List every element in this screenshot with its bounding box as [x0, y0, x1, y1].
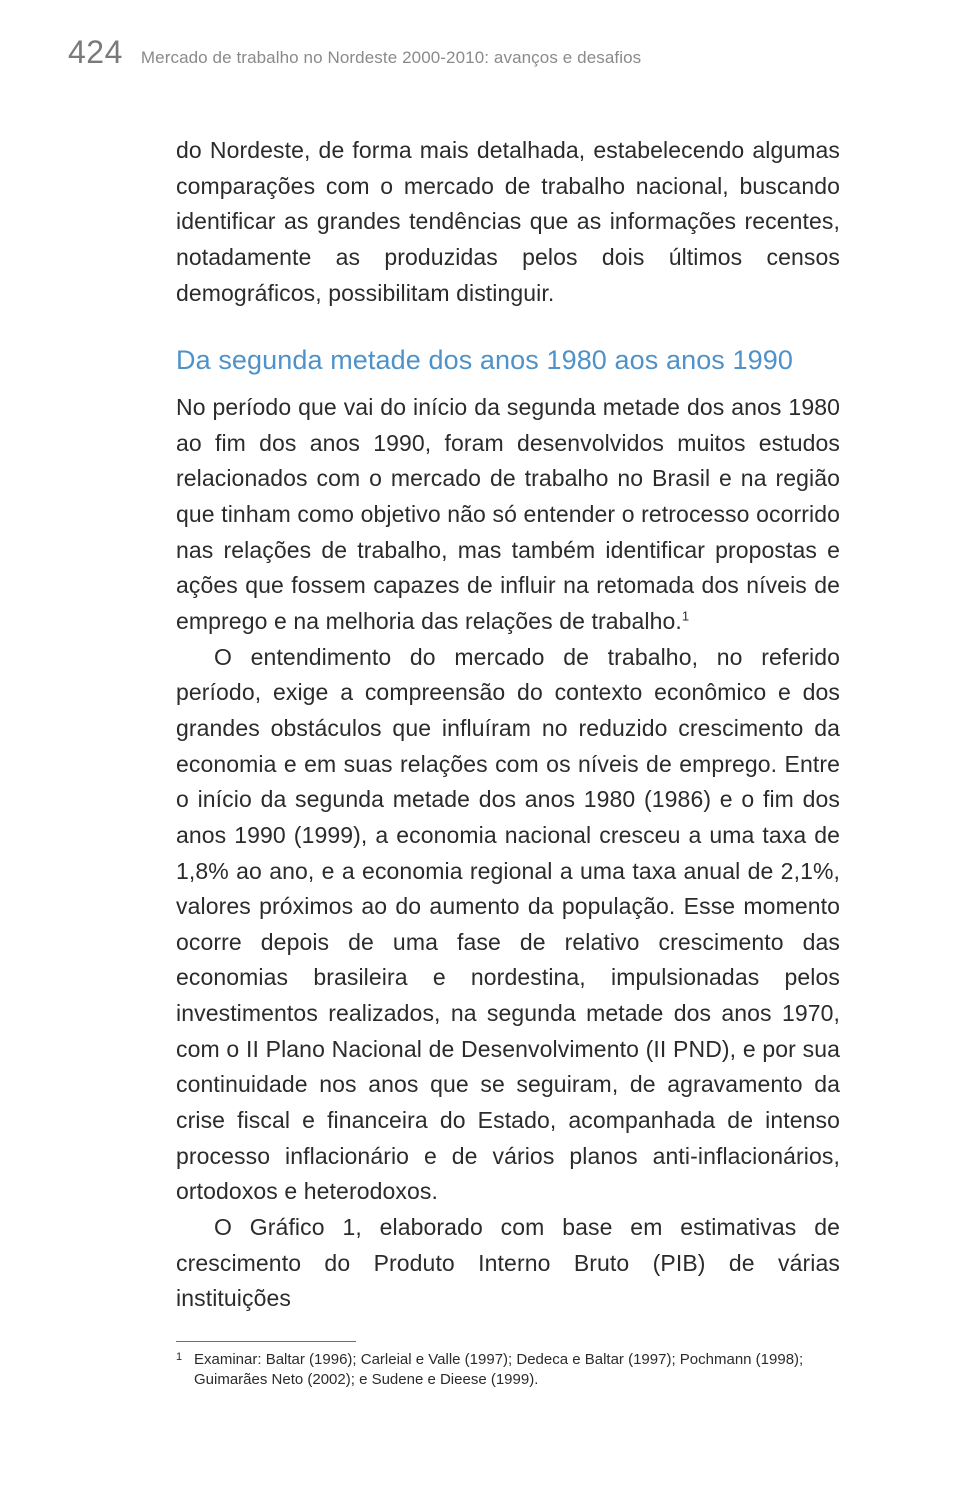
paragraph-1: No período que vai do início da segunda … — [176, 390, 840, 639]
footnote-1: 1 Examinar: Baltar (1996); Carleial e Va… — [176, 1350, 840, 1391]
paragraph-1-text: No período que vai do início da segunda … — [176, 394, 840, 634]
page: 424 Mercado de trabalho no Nordeste 2000… — [0, 0, 960, 1502]
paragraph-3: O Gráfico 1, elaborado com base em estim… — [176, 1210, 840, 1317]
page-number: 424 — [68, 34, 123, 71]
body-text: do Nordeste, de forma mais detalhada, es… — [176, 133, 840, 1317]
footnote-marker: 1 — [176, 1350, 184, 1391]
paragraph-2: O entendimento do mercado de trabalho, n… — [176, 640, 840, 1210]
footnote-ref-1: 1 — [682, 608, 689, 623]
intro-paragraph: do Nordeste, de forma mais detalhada, es… — [176, 133, 840, 311]
running-head: 424 Mercado de trabalho no Nordeste 2000… — [68, 34, 840, 71]
footnote-rule — [176, 1341, 356, 1342]
footnote-text: Examinar: Baltar (1996); Carleial e Vall… — [194, 1350, 840, 1391]
running-title: Mercado de trabalho no Nordeste 2000-201… — [141, 48, 641, 68]
section-heading: Da segunda metade dos anos 1980 aos anos… — [176, 345, 840, 376]
